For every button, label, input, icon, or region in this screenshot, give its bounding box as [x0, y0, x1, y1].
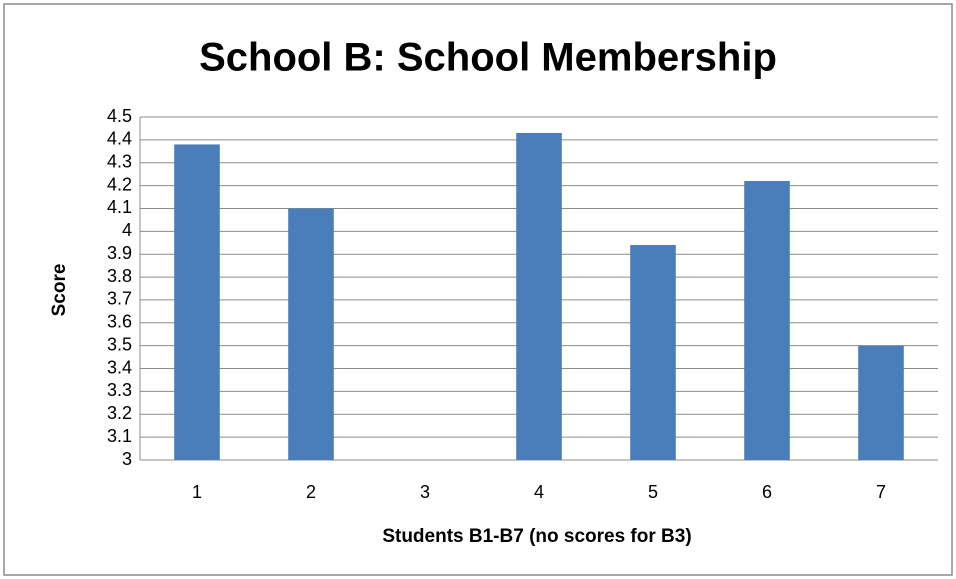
bar: [288, 208, 334, 460]
bar: [516, 133, 562, 461]
y-tick-label: 3.5: [107, 334, 132, 354]
y-tick-label: 4.5: [107, 106, 132, 126]
bar: [174, 144, 220, 460]
y-tick-label: 4.1: [107, 197, 132, 217]
y-tick-label: 3.3: [107, 380, 132, 400]
y-tick-label: 3: [122, 449, 132, 469]
y-tick-label: 3.2: [107, 403, 132, 423]
y-tick-label: 3.8: [107, 266, 132, 286]
y-tick-label: 3.9: [107, 243, 132, 263]
y-tick-label: 4.2: [107, 174, 132, 194]
y-axis-label: Score: [49, 264, 70, 317]
y-tick-label: 4.3: [107, 151, 132, 171]
y-tick-label: 4: [122, 220, 132, 240]
x-tick-label: 1: [192, 482, 202, 502]
chart-frame: [3, 3, 953, 576]
x-tick-label: 4: [534, 482, 544, 502]
y-tick-label: 3.7: [107, 289, 132, 309]
x-tick-label: 2: [306, 482, 316, 502]
y-tick-label: 3.6: [107, 312, 132, 332]
y-tick-label: 3.4: [107, 357, 132, 377]
x-axis-label: Students B1-B7 (no scores for B3): [382, 526, 691, 547]
bar: [858, 345, 904, 460]
y-tick-label: 3.1: [107, 426, 132, 446]
y-tick-label: 4.4: [107, 129, 132, 149]
bar: [744, 181, 790, 460]
bar: [630, 245, 676, 460]
chart-title: School B: School Membership: [199, 36, 777, 80]
x-tick-label: 5: [648, 482, 658, 502]
x-tick-label: 3: [420, 482, 430, 502]
x-tick-label: 7: [876, 482, 886, 502]
x-tick-label: 6: [762, 482, 772, 502]
